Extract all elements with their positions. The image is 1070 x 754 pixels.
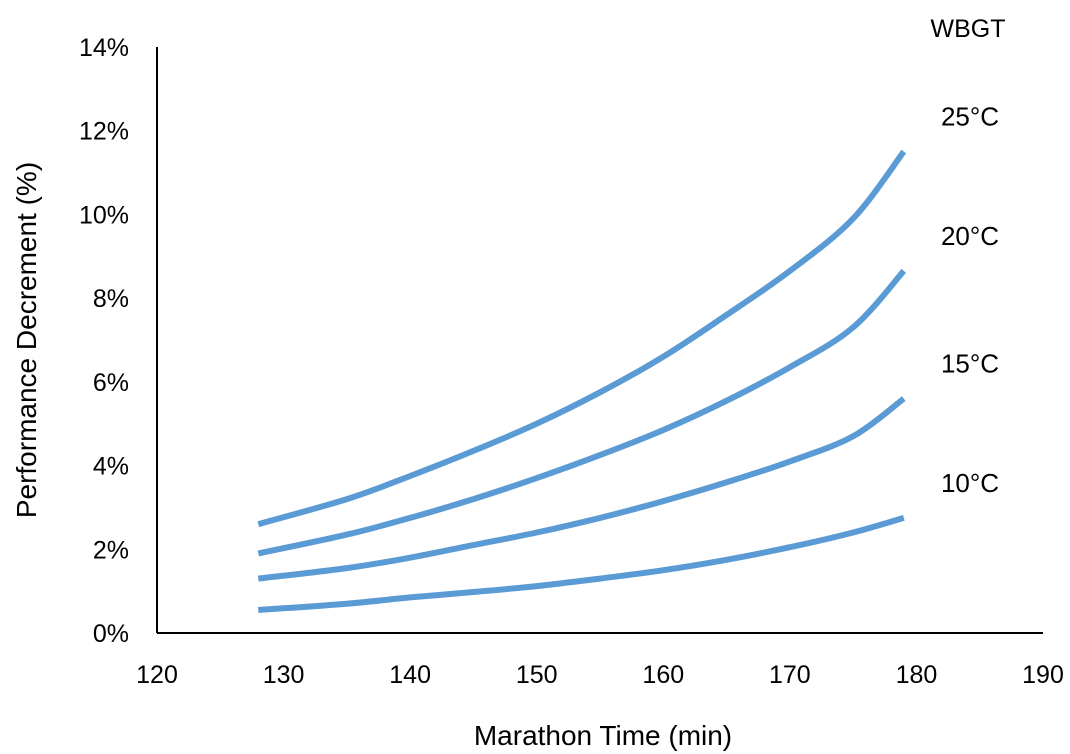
y-tick-label: 2% (93, 536, 129, 564)
y-tick-label: 10% (79, 201, 129, 229)
series-line (257, 268, 907, 557)
series-line (258, 515, 905, 613)
series-label: 25°C (941, 102, 999, 132)
x-tick-label: 150 (516, 661, 558, 689)
series-line (257, 149, 907, 528)
series-labels: 25°C 20°C 15°C 10°C (941, 102, 999, 498)
series-lines (257, 149, 907, 613)
series-line (257, 396, 906, 582)
x-axis-title: Marathon Time (min) (474, 720, 732, 751)
x-tick-label: 180 (896, 661, 938, 689)
x-tick-label: 170 (769, 661, 811, 689)
x-tick-labels: 120 130 140 150 160 170 180 190 (136, 661, 1064, 689)
y-tick-label: 6% (93, 369, 129, 397)
x-tick-label: 190 (1022, 661, 1064, 689)
series-label: 20°C (941, 221, 999, 251)
y-tick-label: 0% (93, 620, 129, 648)
series-label: 15°C (941, 349, 999, 379)
y-tick-label: 14% (79, 34, 129, 62)
x-tick-label: 120 (136, 661, 178, 689)
y-axis-title: Performance Decrement (%) (11, 162, 42, 518)
axes (156, 47, 1043, 634)
y-tick-label: 4% (93, 453, 129, 481)
series-label: 10°C (941, 468, 999, 498)
x-tick-label: 160 (642, 661, 684, 689)
legend-title: WBGT (931, 15, 1006, 43)
x-tick-label: 140 (389, 661, 431, 689)
y-tick-label: 8% (93, 285, 129, 313)
x-tick-label: 130 (263, 661, 305, 689)
y-tick-label: 12% (79, 118, 129, 146)
y-tick-labels: 0% 2% 4% 6% 8% 10% 12% 14% (79, 34, 129, 648)
